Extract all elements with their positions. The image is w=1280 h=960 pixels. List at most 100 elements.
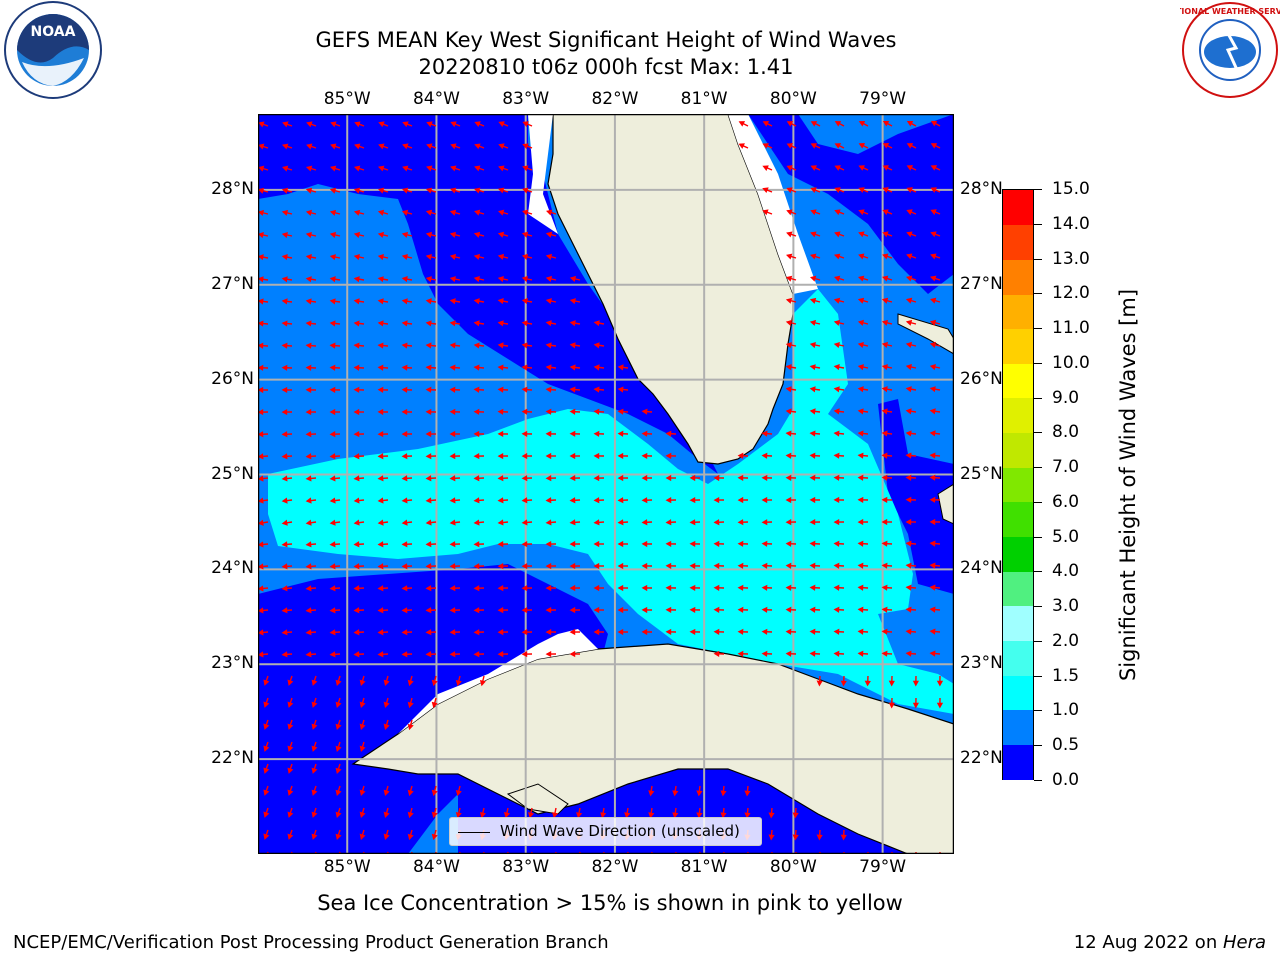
axis-tick-label: 80°W	[769, 89, 817, 109]
wave-arrow-head	[546, 209, 553, 216]
wave-arrow-head	[305, 232, 312, 239]
wave-arrow-head	[545, 452, 552, 460]
axis-tick-label: 84°W	[412, 89, 460, 109]
wave-arrow-head	[665, 452, 672, 459]
wave-arrow-head	[383, 679, 390, 686]
wave-arrow-head	[665, 562, 672, 570]
colorbar-tick-label: 0.0	[1052, 770, 1080, 790]
wave-arrow-head	[401, 563, 408, 570]
wave-arrow-head	[545, 585, 552, 592]
wave-arrow-head	[929, 386, 936, 393]
wave-arrow-head	[425, 408, 432, 415]
wave-arrow-head	[353, 298, 360, 305]
wave-arrow-head	[329, 519, 336, 526]
wave-arrow-head	[929, 275, 937, 282]
wave-arrow-head	[311, 789, 318, 796]
wave-arrow-head	[857, 297, 865, 304]
wave-arrow-head	[425, 519, 432, 526]
wave-arrow-head	[353, 519, 360, 526]
wave-arrow-head	[786, 143, 794, 149]
wave-arrow-head	[858, 187, 865, 193]
wave-arrow-head	[857, 386, 864, 393]
wave-arrow-head	[258, 541, 264, 548]
wave-arrow-head	[882, 120, 890, 127]
wave-arrow-head	[881, 474, 888, 481]
wave-arrow-head	[905, 319, 913, 326]
wave-arrow-head	[785, 342, 792, 349]
wave-arrow-head	[881, 518, 888, 526]
colorbar-tick-label: 3.0	[1052, 596, 1080, 617]
wave-arrow-head	[786, 121, 794, 127]
wave-arrow-head	[929, 341, 937, 348]
wave-arrow-head	[305, 320, 312, 327]
wave-arrow-head	[593, 452, 600, 460]
wave-arrow-head	[281, 342, 288, 349]
wave-arrow-head	[617, 408, 624, 415]
wave-arrow-head	[905, 474, 912, 481]
wave-arrow-head	[569, 430, 576, 437]
wave-arrow-head	[407, 701, 414, 709]
wave-arrow-head	[857, 562, 864, 569]
wave-field-low-nw	[258, 114, 718, 474]
wave-arrow-head	[833, 606, 840, 613]
colorbar-segment	[1003, 328, 1033, 364]
gridlines	[258, 114, 954, 854]
colorbar-tick-label: 12.0	[1052, 283, 1090, 304]
wave-arrow-head	[905, 496, 912, 503]
wave-arrow-head	[329, 497, 336, 504]
wave-arrow-head	[665, 584, 672, 592]
wave-arrow-head	[617, 606, 624, 614]
wave-arrow-head	[383, 789, 390, 796]
wave-arrow-head	[473, 298, 480, 305]
wave-arrow-head	[521, 408, 528, 415]
wave-arrow-head	[906, 275, 913, 282]
wave-arrow-head	[383, 811, 390, 818]
wave-arrow-head	[455, 679, 462, 687]
wave-arrow-head	[401, 320, 408, 327]
wave-arrow-head	[929, 319, 937, 326]
colorbar-tick-mark	[1034, 571, 1042, 573]
wave-arrow-head	[936, 680, 944, 687]
wave-arrow-head	[263, 833, 270, 840]
mask-gulf-coast	[528, 114, 558, 234]
wave-arrow-head	[305, 453, 312, 460]
wave-arrow-head	[833, 628, 840, 635]
wave-arrow-head	[377, 408, 384, 416]
wave-arrow-head	[281, 187, 289, 194]
colorbar-tick-mark	[1034, 432, 1042, 434]
wave-arrow-head	[881, 408, 888, 415]
wave-arrow-head	[569, 364, 576, 371]
wave-arrow-head	[401, 209, 409, 216]
wave-arrow-head	[641, 628, 648, 636]
wave-arrow-head	[593, 497, 600, 504]
wave-arrow-head	[761, 519, 768, 526]
wave-arrow-head	[305, 386, 312, 394]
wave-arrow-head	[761, 584, 768, 591]
wave-arrow-head	[905, 628, 912, 635]
wave-arrow-head	[641, 430, 648, 437]
colorbar-segment	[1003, 467, 1033, 503]
wave-arrow-head	[929, 496, 936, 503]
wave-arrow-head	[401, 342, 408, 349]
wave-arrow-head	[809, 319, 817, 326]
colorbar-segment	[1003, 640, 1033, 676]
wave-arrow-head	[287, 745, 294, 752]
wave-arrow-head	[258, 629, 264, 636]
colorbar-tick-label: 6.0	[1052, 491, 1080, 512]
wave-arrow-head	[258, 254, 264, 261]
wave-arrow-head	[929, 540, 936, 547]
wave-arrow-head	[689, 628, 696, 635]
wave-arrow-head	[857, 628, 864, 635]
wave-arrow-head	[449, 629, 456, 636]
colorbar-tick-label: 15.0	[1052, 179, 1090, 199]
wave-arrow-head	[617, 540, 624, 548]
wave-arrow-head	[857, 474, 864, 481]
wave-arrow-head	[906, 187, 913, 193]
andros-land	[937, 483, 954, 525]
wave-arrow-head	[810, 143, 818, 149]
wave-arrow-head	[930, 143, 938, 149]
wave-arrow-head	[689, 519, 696, 526]
wave-arrow-head	[545, 342, 552, 349]
wave-arrow-head	[569, 628, 576, 636]
wave-arrow-head	[785, 430, 792, 437]
